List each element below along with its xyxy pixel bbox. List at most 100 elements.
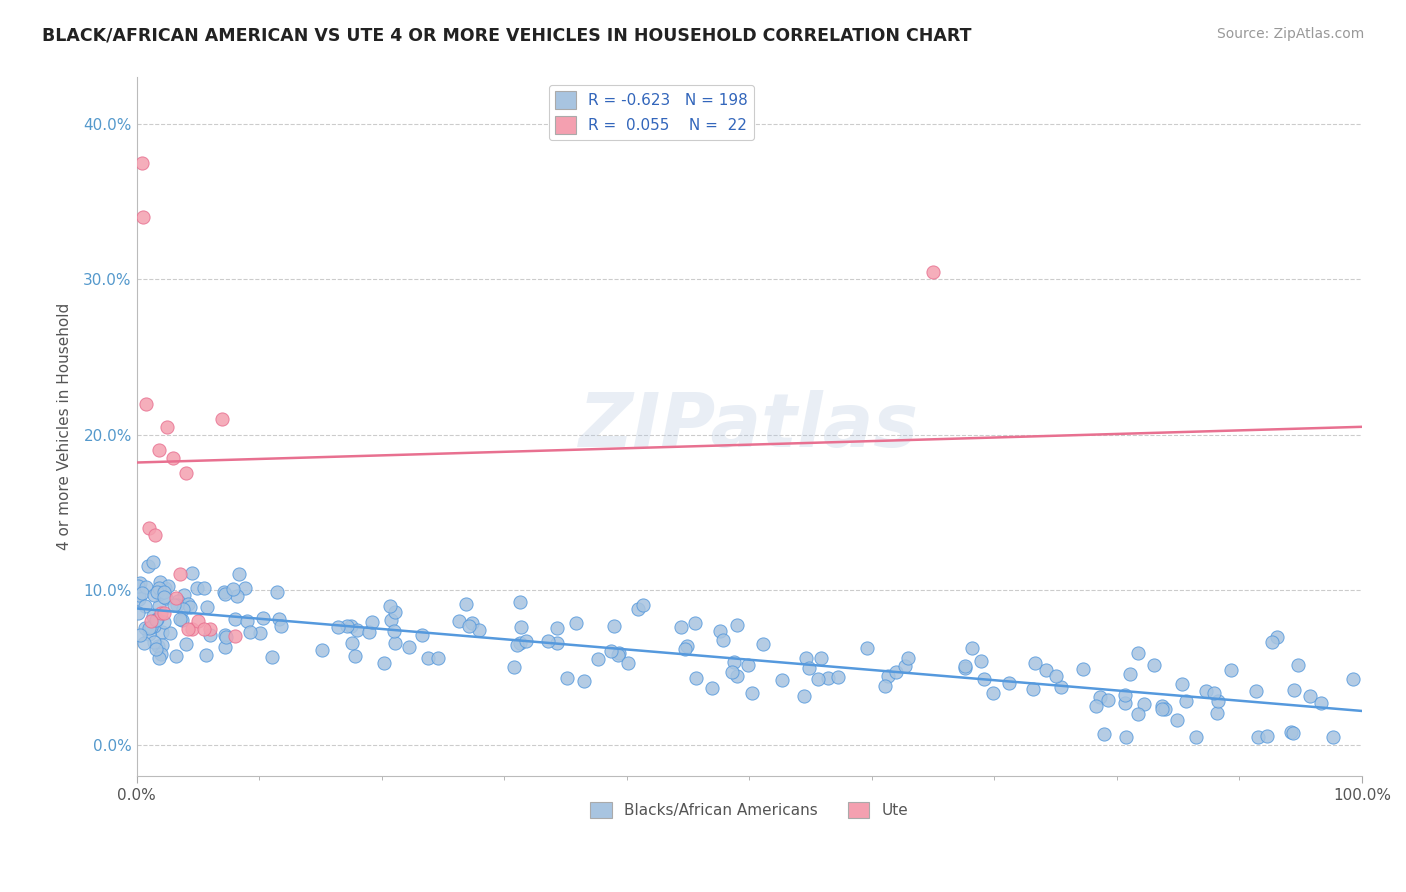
Point (460, 615, 482, 630)
Point (960, 641, 983, 656)
Point (128, 588, 150, 602)
Point (145, 642, 167, 657)
Point (998, 676, 1021, 690)
Point (1171, 677, 1194, 691)
Point (509, 636, 531, 650)
Point (1286, 658, 1309, 673)
Point (876, 669, 898, 683)
Point (142, 608, 165, 623)
Point (156, 419, 179, 434)
Point (382, 624, 405, 638)
Point (153, 615, 176, 629)
Point (1299, 689, 1322, 703)
Point (1097, 692, 1119, 706)
Point (224, 612, 246, 626)
Point (1153, 702, 1175, 716)
Point (136, 559, 159, 574)
Point (214, 628, 236, 642)
Point (177, 622, 200, 636)
Point (131, 586, 153, 600)
Point (599, 644, 621, 658)
Point (1035, 663, 1057, 677)
Point (384, 636, 406, 650)
Point (676, 639, 699, 653)
Point (226, 589, 249, 603)
Point (138, 627, 160, 641)
Point (817, 671, 839, 685)
Point (193, 581, 215, 595)
Point (427, 651, 450, 665)
Point (139, 620, 162, 634)
Point (176, 637, 198, 651)
Point (197, 599, 219, 614)
Point (536, 633, 558, 648)
Point (794, 650, 817, 665)
Point (150, 647, 173, 661)
Point (156, 579, 179, 593)
Point (411, 627, 433, 641)
Point (150, 606, 173, 620)
Point (270, 619, 292, 633)
Point (741, 685, 763, 699)
Point (1284, 683, 1306, 698)
Point (200, 628, 222, 642)
Point (214, 587, 236, 601)
Point (1322, 731, 1344, 745)
Point (1128, 646, 1150, 660)
Point (187, 614, 209, 628)
Point (457, 619, 479, 633)
Point (146, 584, 169, 599)
Point (720, 665, 742, 680)
Point (142, 635, 165, 649)
Point (166, 598, 188, 612)
Point (143, 528, 166, 542)
Point (249, 625, 271, 640)
Point (343, 648, 366, 663)
Point (1310, 697, 1333, 711)
Point (169, 612, 191, 626)
Point (132, 210, 155, 224)
Point (138, 621, 160, 635)
Point (215, 630, 238, 644)
Point (311, 643, 333, 657)
Text: BLACK/AFRICAN AMERICAN VS UTE 4 OR MORE VEHICLES IN HOUSEHOLD CORRELATION CHART: BLACK/AFRICAN AMERICAN VS UTE 4 OR MORE … (42, 27, 972, 45)
Point (159, 626, 181, 640)
Point (128, 576, 150, 591)
Point (606, 648, 628, 662)
Point (162, 598, 184, 612)
Point (1024, 656, 1046, 670)
Point (339, 619, 361, 633)
Point (176, 597, 198, 611)
Point (252, 610, 274, 624)
Point (127, 606, 149, 620)
Point (1184, 731, 1206, 745)
Point (222, 582, 245, 597)
Point (1166, 713, 1188, 727)
Point (1088, 690, 1111, 705)
Point (153, 590, 176, 604)
Point (515, 633, 537, 648)
Point (378, 599, 401, 613)
Point (922, 264, 945, 278)
Point (138, 521, 160, 535)
Point (602, 618, 624, 632)
Point (149, 574, 172, 589)
Point (447, 615, 470, 629)
Point (128, 592, 150, 607)
Point (134, 599, 156, 614)
Point (506, 639, 529, 653)
Point (752, 637, 775, 651)
Point (725, 617, 748, 632)
Point (179, 599, 201, 614)
Point (266, 585, 288, 599)
Point (267, 612, 290, 626)
Point (359, 625, 381, 640)
Point (1261, 635, 1284, 649)
Point (509, 620, 531, 634)
Point (1206, 706, 1229, 720)
Point (1202, 686, 1225, 700)
Point (155, 591, 177, 605)
Y-axis label: 4 or more Vehicles in Household: 4 or more Vehicles in Household (58, 303, 72, 550)
Point (180, 622, 202, 636)
Point (955, 659, 977, 673)
